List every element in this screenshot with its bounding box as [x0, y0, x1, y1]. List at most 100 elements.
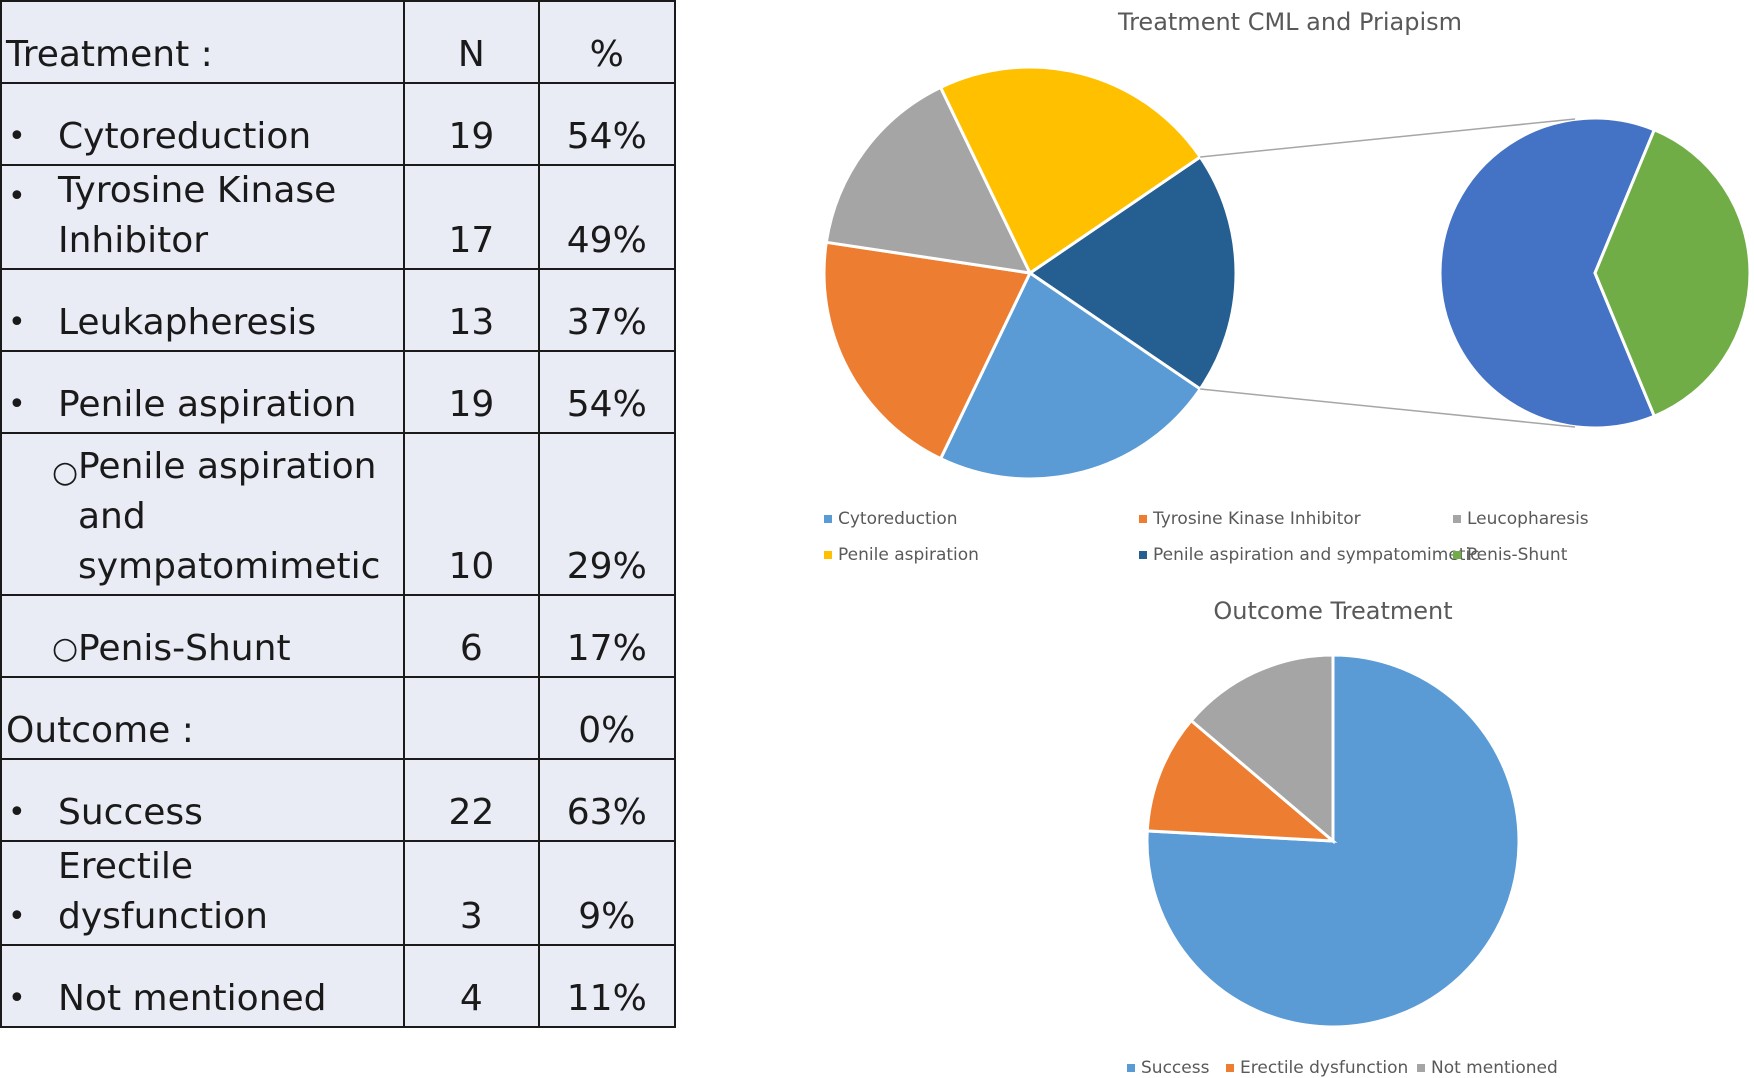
cell-label: ○ Penile aspiration and sympatomimetic — [0, 432, 406, 596]
legend-swatch — [1417, 1064, 1425, 1072]
legend-label: Not mentioned — [1431, 1058, 1558, 1078]
table-row: • Leukapheresis 13 37% — [0, 268, 677, 352]
cell-pct: 54% — [537, 82, 677, 166]
table-row: • Penile aspiration 19 54% — [0, 350, 677, 434]
legend-item-cytoreduction: Cytoreduction — [824, 509, 958, 529]
label-wrap: ○ Penis-Shunt — [2, 618, 403, 676]
row-label: Penile aspiration — [58, 380, 403, 430]
row-label: Not mentioned — [58, 974, 403, 1024]
cell-pct: 11% — [537, 944, 677, 1028]
connector-line-top — [1200, 118, 1576, 158]
cell-n: 4 — [403, 944, 540, 1028]
row-label: Penile aspiration and sympatomimetic — [78, 442, 403, 592]
cell-pct: 9% — [537, 840, 677, 946]
cell-n: 19 — [403, 350, 540, 434]
row-n: 19 — [448, 116, 495, 157]
cell-pct: 17% — [537, 594, 677, 678]
cell-pct: 63% — [537, 758, 677, 842]
cell-label: • Penile aspiration — [0, 350, 406, 434]
row-label-line: Penile aspiration — [78, 446, 377, 487]
connector-line-bottom — [1200, 388, 1576, 428]
row-pct: 9% — [578, 896, 636, 937]
row-n: 4 — [459, 978, 483, 1019]
outcome-slice-success — [1145, 653, 1521, 1029]
cell-label: • Leukapheresis — [0, 268, 406, 352]
cell-pct: 0% — [537, 676, 677, 760]
cell-label: • Success — [0, 758, 406, 842]
legend-swatch — [1139, 551, 1147, 559]
row-pct: 54% — [566, 116, 647, 157]
row-label-line: Leukapheresis — [58, 302, 317, 343]
table-row: • Tyrosine Kinase Inhibitor 17 49% — [0, 164, 677, 270]
row-label-line: Inhibitor — [58, 220, 209, 261]
legend-swatch — [824, 551, 832, 559]
bullet-icon: • — [8, 179, 26, 214]
row-label: Erectile dysfunction — [58, 842, 403, 942]
row-pct: 11% — [566, 978, 647, 1019]
header-n: N — [457, 34, 485, 75]
legend-item-leucopharesis: Leucopharesis — [1453, 509, 1589, 529]
table-row: • Erectile dysfunction 3 9% — [0, 840, 677, 946]
bullet-icon: • — [8, 981, 26, 1016]
legend-item-not-mentioned: Not mentioned — [1417, 1058, 1558, 1078]
cell-n: 13 — [403, 268, 540, 352]
row-pct: 37% — [566, 302, 647, 343]
table-row: • Success 22 63% — [0, 758, 677, 842]
header-pct: % — [589, 34, 624, 75]
legend-swatch — [824, 515, 832, 523]
row-pct: 29% — [566, 546, 647, 587]
row-label-line: Cytoreduction — [58, 116, 312, 157]
cell-pct: 49% — [537, 164, 677, 270]
section-label: Outcome : — [6, 710, 194, 751]
cell-pct: 54% — [537, 350, 677, 434]
bullet-icon: • — [8, 119, 26, 154]
legend-swatch — [1226, 1064, 1234, 1072]
outcome-slice-not-mentioned — [1189, 653, 1335, 845]
cell-n: 17 — [403, 164, 540, 270]
pie-slice-penile-aspiration — [938, 65, 1203, 276]
label-wrap: • Erectile dysfunction — [2, 842, 403, 944]
legend-swatch — [1453, 515, 1461, 523]
header-cell-label: Treatment : — [0, 0, 406, 84]
row-label: Tyrosine Kinase Inhibitor — [58, 166, 403, 266]
label-wrap: • Penile aspiration — [2, 374, 403, 432]
pie-slice-tyrosine-kinase-inhibitor — [822, 240, 1033, 461]
cell-n: 10 — [403, 432, 540, 596]
legend-label: Tyrosine Kinase Inhibitor — [1153, 509, 1361, 529]
legend-item-penile-aspiration: Penile aspiration — [824, 545, 979, 565]
legend-item-tyrosine-kinase-inhibitor: Tyrosine Kinase Inhibitor — [1139, 509, 1361, 529]
table-row: • Not mentioned 4 11% — [0, 944, 677, 1028]
legend-swatch — [1139, 515, 1147, 523]
table-row: ○ Penis-Shunt 6 17% — [0, 594, 677, 678]
row-label-line: Not mentioned — [58, 978, 327, 1019]
cell-label: • Not mentioned — [0, 944, 406, 1028]
row-label: Leukapheresis — [58, 298, 403, 348]
row-pct: 54% — [566, 384, 647, 425]
chart-title-outcome: Outcome Treatment — [1213, 597, 1453, 625]
table-header-row: Treatment : N% — [0, 0, 677, 84]
legend-label: Success — [1141, 1058, 1210, 1078]
row-label-line: Penile aspiration — [58, 384, 357, 425]
row-pct: 49% — [566, 220, 647, 261]
row-label: Penis-Shunt — [78, 624, 403, 674]
cell-label: • Cytoreduction — [0, 82, 406, 166]
cell-n: 19 — [403, 82, 540, 166]
cell-label: • Tyrosine Kinase Inhibitor — [0, 164, 406, 270]
row-label: Success — [58, 788, 403, 838]
row-label-line: sympatomimetic — [78, 546, 381, 587]
outcome-slice-erectile-dysfunction — [1145, 718, 1338, 843]
cell-label: • Erectile dysfunction — [0, 840, 406, 946]
bullet-icon: • — [8, 899, 26, 934]
legend-swatch — [1453, 551, 1461, 559]
legend-label: Leucopharesis — [1467, 509, 1589, 529]
row-label-line: Erectile dysfunction — [58, 846, 268, 937]
sub-bullet-icon: ○ — [52, 455, 79, 490]
row-n: 3 — [459, 896, 483, 937]
legend-swatch — [1127, 1064, 1135, 1072]
label-wrap: • Cytoreduction — [2, 106, 403, 164]
label-wrap: ○ Penile aspiration and sympatomimetic — [2, 442, 403, 594]
header-cell-pct: % — [537, 0, 677, 84]
cell-n: 22 — [403, 758, 540, 842]
row-label-line: and — [78, 496, 146, 537]
pie-slice-leucopharesis — [824, 85, 1033, 275]
